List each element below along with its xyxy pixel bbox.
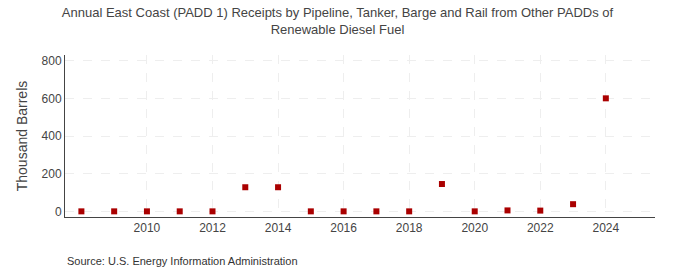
svg-text:800: 800 [42, 54, 62, 68]
svg-text:2024: 2024 [592, 221, 619, 235]
svg-text:Annual East Coast (PADD 1) Rec: Annual East Coast (PADD 1) Receipts by P… [62, 5, 614, 37]
svg-text:0: 0 [55, 205, 62, 219]
svg-text:Source: U.S. Energy Informatio: Source: U.S. Energy Information Administ… [67, 255, 298, 267]
svg-text:400: 400 [42, 129, 62, 143]
svg-text:2020: 2020 [461, 221, 488, 235]
svg-text:2012: 2012 [199, 221, 226, 235]
svg-text:600: 600 [42, 92, 62, 106]
svg-text:2016: 2016 [330, 221, 357, 235]
svg-text:200: 200 [42, 167, 62, 181]
svg-text:2018: 2018 [396, 221, 423, 235]
svg-text:2014: 2014 [265, 221, 292, 235]
svg-text:2010: 2010 [134, 221, 161, 235]
svg-text:2022: 2022 [527, 221, 554, 235]
svg-text:Thousand Barrels: Thousand Barrels [14, 81, 30, 192]
